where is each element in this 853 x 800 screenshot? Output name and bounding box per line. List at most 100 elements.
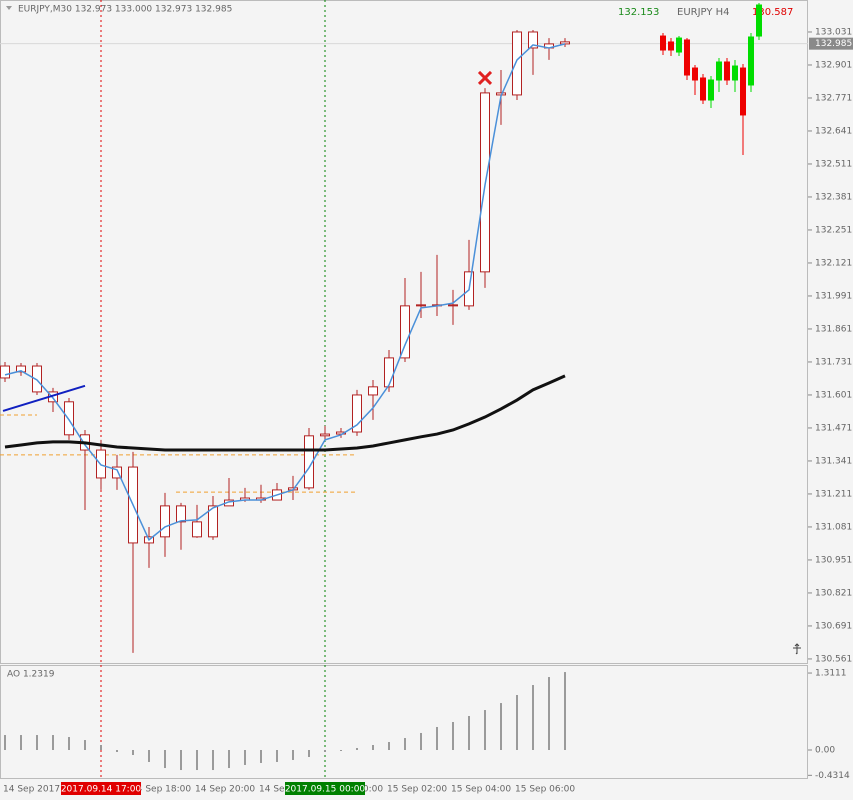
- ao-title: AO 1.2319: [7, 670, 55, 680]
- candle-body: [700, 77, 706, 101]
- candle-body: [708, 79, 714, 101]
- ao-bar: [276, 749, 278, 762]
- mini-low-label: 130.587: [752, 7, 793, 18]
- candle-body: [668, 41, 674, 51]
- x-tick-label: 14 Sep 2017: [3, 785, 60, 795]
- y-tick-label: 132.641: [815, 126, 852, 136]
- candle-body: [0, 365, 10, 379]
- ao-bar: [52, 735, 54, 750]
- moving-average: [4, 374, 566, 452]
- y-tick-label: 131.081: [815, 522, 852, 532]
- ao-bar: [260, 749, 262, 763]
- ao-bar: [4, 735, 6, 750]
- candle-body: [716, 61, 722, 81]
- ao-bar: [164, 749, 166, 769]
- ao-bar: [388, 742, 390, 750]
- trendline: [2, 384, 86, 412]
- mini-high-label: 132.153: [618, 7, 659, 18]
- candle-body: [732, 65, 738, 81]
- y-tick-label: 130.561: [815, 654, 852, 664]
- ao-bar: [516, 694, 518, 750]
- x-tick-label: 15 Sep 04:00: [451, 785, 511, 795]
- ao-bar: [84, 740, 86, 750]
- ao-bar: [468, 716, 470, 750]
- chart-title: EURJPY,M30 132.973 133.000 132.973 132.9…: [18, 5, 232, 15]
- ao-bar: [484, 710, 486, 750]
- candle-body: [304, 435, 314, 489]
- ao-bar: [244, 749, 246, 765]
- ao-bar: [116, 749, 118, 752]
- y-tick-label: 130.691: [815, 621, 852, 631]
- candle-body: [660, 35, 666, 51]
- candle-body: [352, 394, 362, 433]
- y-tick-label: 131.731: [815, 357, 852, 367]
- candle-body: [64, 401, 74, 436]
- candle-body: [560, 41, 570, 45]
- ao-bar: [324, 749, 326, 752]
- y-tick-label: 132.251: [815, 225, 852, 235]
- candle-body: [384, 357, 394, 388]
- ao-bar: [532, 685, 534, 750]
- candle-body: [448, 304, 458, 307]
- y-tick-label: 131.861: [815, 324, 852, 334]
- last-price-label: 132.985: [815, 39, 852, 49]
- y-tick-label: 132.511: [815, 159, 852, 169]
- y-tick-label: 132.121: [815, 258, 852, 268]
- moving-average: [4, 43, 566, 542]
- candle-body: [176, 505, 186, 523]
- ao-bar: [404, 738, 406, 750]
- ao-bar: [196, 749, 198, 771]
- ao-panel-border: [0, 665, 808, 779]
- ao-y-tick-label: -0.4314: [815, 771, 850, 781]
- ao-bar: [436, 726, 438, 750]
- ao-y-tick-label: 0.00: [815, 745, 835, 755]
- ao-bar: [564, 672, 566, 750]
- ao-bar: [308, 749, 310, 757]
- ao-bar: [340, 749, 342, 751]
- ao-bar: [36, 735, 38, 750]
- ao-bar: [292, 749, 294, 760]
- time-marker-box: [61, 782, 141, 795]
- ao-bar: [452, 721, 454, 750]
- y-tick-label: 132.381: [815, 192, 852, 202]
- x-tick-label: 15 Sep 06:00: [515, 785, 575, 795]
- candle-body: [748, 36, 754, 86]
- time-marker-label: 2017.09.15 00:00: [285, 785, 366, 795]
- ao-bar: [148, 749, 150, 762]
- cursor-icon: [793, 643, 801, 655]
- candle-body: [756, 4, 762, 37]
- ao-bar: [356, 748, 358, 750]
- x-tick-label: 14 Sep 18:00: [131, 785, 191, 795]
- candle-body: [368, 386, 378, 396]
- candle-body: [32, 365, 42, 393]
- ao-bar: [100, 745, 102, 750]
- y-tick-label: 132.901: [815, 60, 852, 70]
- candle-body: [160, 505, 170, 538]
- candle-body: [320, 433, 330, 437]
- ao-bar: [372, 745, 374, 750]
- ao-bar: [180, 749, 182, 771]
- y-tick-label: 132.771: [815, 93, 852, 103]
- time-marker-label: 2017.09.14 17:00: [61, 785, 142, 795]
- candle-body: [416, 304, 426, 307]
- x-tick-label: 15 Sep 02:00: [387, 785, 447, 795]
- ao-y-tick-label: 1.3111: [815, 669, 847, 679]
- candle-body: [400, 305, 410, 359]
- candle-body: [692, 67, 698, 81]
- mini-title: EURJPY H4: [677, 7, 730, 18]
- ao-bar: [548, 677, 550, 750]
- y-tick-label: 131.471: [815, 423, 852, 433]
- y-tick-label: 131.211: [815, 489, 852, 499]
- candle-body: [724, 61, 730, 81]
- ao-bar: [68, 737, 70, 750]
- y-tick-label: 131.601: [815, 390, 852, 400]
- last-price-box: [809, 37, 853, 50]
- ao-bar: [420, 732, 422, 750]
- cross-marker: [477, 70, 493, 85]
- candle-body: [112, 466, 122, 479]
- header-arrow: [6, 6, 12, 10]
- ao-bar: [228, 749, 230, 769]
